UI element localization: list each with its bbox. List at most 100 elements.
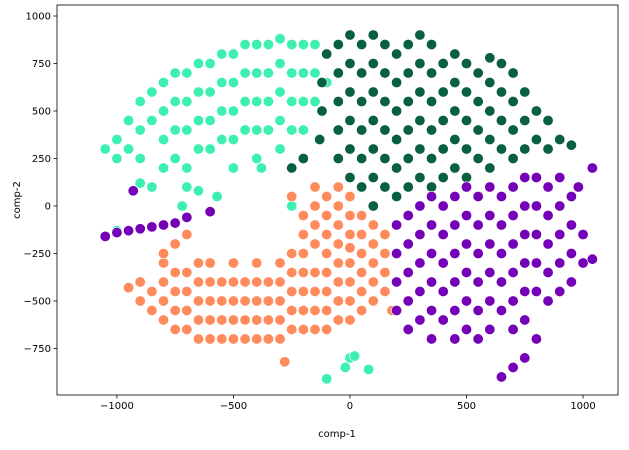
point [181,228,193,240]
point [181,181,193,193]
point [495,276,507,288]
point [169,304,181,316]
point [472,190,484,202]
point [204,206,216,218]
point [286,39,298,51]
point [274,58,286,70]
point [565,276,577,288]
point [204,314,216,326]
point [391,304,403,316]
point [286,304,298,316]
point [286,96,298,108]
point [309,39,321,51]
point [216,333,228,345]
point [367,143,379,155]
point [176,200,188,212]
point [344,314,356,326]
point [286,285,298,297]
point [251,333,263,345]
point [565,219,577,231]
point [484,105,496,117]
point [181,285,193,297]
point [332,124,344,136]
point [461,181,473,193]
point [146,114,158,126]
point [414,171,426,183]
point [495,58,507,70]
point [414,314,426,326]
point [332,200,344,212]
point [586,253,598,265]
point [286,247,298,259]
point [519,86,531,98]
point [484,133,496,145]
point [391,190,403,202]
point [255,162,267,174]
point [484,209,496,221]
point [495,190,507,202]
point [134,276,146,288]
point [192,185,204,197]
point [158,247,170,259]
point [414,143,426,155]
x-tick-label: 0 [347,401,353,412]
point [437,228,449,240]
point [239,39,251,51]
y-tick-label: 750 [32,59,51,70]
point [554,257,566,269]
point [216,314,228,326]
point [251,295,263,307]
point [332,276,344,288]
point [297,285,309,297]
point [426,333,438,345]
point [349,350,361,362]
point [134,152,146,164]
point [472,96,484,108]
point [426,152,438,164]
point [530,105,542,117]
point [344,257,356,269]
point [181,323,193,335]
point [146,304,158,316]
point [495,304,507,316]
point [314,133,326,145]
point [192,143,204,155]
point [437,58,449,70]
point [402,323,414,335]
point [363,363,375,375]
point [309,219,321,231]
point [426,96,438,108]
point [239,295,251,307]
point [437,200,449,212]
point [437,257,449,269]
point [111,133,123,145]
point [297,323,309,335]
point [297,304,309,316]
point [344,58,356,70]
point [332,39,344,51]
point [356,181,368,193]
point [158,276,170,288]
point [461,171,473,183]
point [192,295,204,307]
point [542,209,554,221]
point [391,276,403,288]
point [321,228,333,240]
point [542,295,554,307]
point [286,67,298,79]
point [402,295,414,307]
point [414,200,426,212]
point [251,257,263,269]
point [169,67,181,79]
point [169,323,181,335]
point [356,228,368,240]
point [344,171,356,183]
point [158,162,170,174]
point [192,58,204,70]
point [251,124,263,136]
point [181,266,193,278]
point [414,285,426,297]
point [565,190,577,202]
point [461,266,473,278]
